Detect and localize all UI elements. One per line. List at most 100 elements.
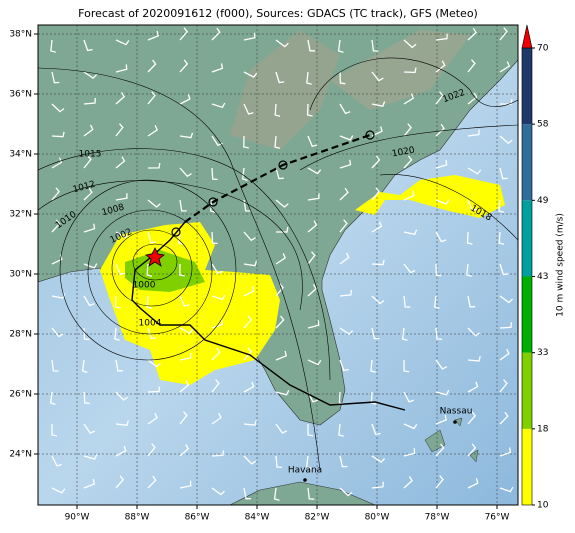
isobars	[38, 57, 518, 471]
wind-barb	[179, 444, 190, 457]
wind-barb	[179, 411, 188, 425]
wind-barb	[243, 231, 256, 242]
wind-barb	[499, 411, 509, 425]
mountains	[330, 30, 470, 110]
wind-barb	[371, 327, 380, 340]
wind-barb	[307, 135, 318, 147]
wind-barb	[307, 284, 317, 297]
x-tick-label: 84°W	[245, 513, 270, 523]
wind-barb	[467, 59, 476, 73]
wind-barb	[467, 167, 482, 175]
y-tick-label: 24°N	[9, 450, 32, 460]
wind-barb	[179, 167, 192, 178]
wind-barb	[433, 295, 440, 310]
wind-barb	[273, 487, 280, 502]
wind-barb	[467, 478, 479, 489]
y-tick-label: 36°N	[9, 90, 32, 100]
wind-barb	[115, 263, 126, 275]
wind-area	[125, 250, 205, 292]
wind-barb	[83, 155, 92, 169]
y-tick-label: 28°N	[9, 330, 32, 340]
y-tick-label: 38°N	[9, 30, 32, 40]
wind-barb	[51, 219, 61, 233]
x-tick-label: 88°W	[125, 513, 150, 523]
wind-barb	[243, 103, 254, 115]
wind-barb	[115, 156, 126, 169]
wind-barb	[211, 27, 221, 41]
wind-barb	[179, 380, 190, 393]
wind-barb	[403, 155, 413, 169]
colorbar-tick-label: 33	[537, 348, 548, 358]
wind-barb	[499, 263, 509, 276]
colorbar-tick-label: 18	[537, 424, 549, 434]
wind-barb	[403, 39, 417, 49]
wind-barb	[499, 379, 508, 393]
wind-barb	[275, 350, 287, 361]
wind-barb	[51, 157, 63, 169]
wind-barb	[307, 423, 314, 437]
wind-barb	[211, 379, 220, 393]
wind-barb	[371, 71, 384, 82]
wind-barb	[81, 359, 88, 374]
wind-barb	[179, 480, 192, 489]
wind-barb	[179, 327, 194, 335]
storm-center	[145, 247, 165, 267]
wind-barb	[179, 59, 189, 73]
land-cuba	[229, 481, 376, 505]
wind-barb	[147, 199, 161, 208]
wind-barb	[51, 187, 60, 201]
wind-barb	[435, 389, 450, 396]
wind-barb	[499, 486, 514, 493]
wind-barb	[51, 71, 60, 84]
wind-barb	[371, 295, 385, 305]
wind-barb	[435, 199, 450, 205]
wind-barb	[146, 263, 153, 277]
wind-barb	[147, 327, 157, 340]
wind-barb	[147, 386, 161, 393]
place-label: Havana	[288, 466, 322, 476]
isobar-label: 1015	[79, 150, 102, 160]
wind-barb	[211, 102, 226, 109]
wind-barb	[147, 162, 161, 169]
wind-barb	[115, 391, 129, 401]
wind-barb	[435, 123, 445, 137]
wind-barb	[467, 327, 481, 337]
colorbar-segment	[522, 200, 532, 277]
wind-barb	[275, 71, 285, 84]
wind-barb	[83, 124, 94, 137]
wind-barb	[467, 295, 476, 308]
wind-barb	[467, 199, 478, 211]
wind-barb	[499, 295, 513, 304]
wind-barb	[179, 295, 190, 307]
wind-barb	[275, 253, 287, 265]
wind-barb	[339, 219, 348, 233]
wind-barb	[275, 39, 289, 48]
isobar-label: 1020	[391, 146, 416, 160]
wind-barb	[275, 283, 284, 297]
wind-barb	[305, 455, 312, 470]
wind-barb	[146, 295, 153, 309]
colorbar-tick-label: 58	[537, 120, 549, 130]
wind-barb	[51, 293, 66, 299]
wind-barb	[466, 231, 473, 245]
wind-barb	[499, 135, 513, 145]
track-points	[171, 130, 375, 237]
wind-barb	[51, 131, 65, 138]
wind-barb	[115, 64, 128, 73]
wind-barb	[307, 359, 322, 366]
wind-barb	[243, 135, 249, 149]
colorbar-segment	[522, 276, 532, 353]
isobar-label: 1000	[133, 281, 156, 291]
wind-barb	[401, 327, 408, 342]
wind-barb	[147, 359, 161, 368]
wind-barb	[115, 420, 129, 427]
colorbar-extend	[521, 24, 533, 49]
city-marker	[453, 420, 457, 424]
wind-barb	[243, 381, 255, 393]
wind-barb	[243, 315, 253, 329]
map-area: Havana Nassau 1022 1020 1015 1012 1010 1…	[38, 25, 518, 505]
wind-barb	[211, 347, 221, 361]
wind-barb	[499, 27, 508, 41]
wind-barb	[371, 423, 381, 436]
wind-barb	[371, 481, 384, 489]
